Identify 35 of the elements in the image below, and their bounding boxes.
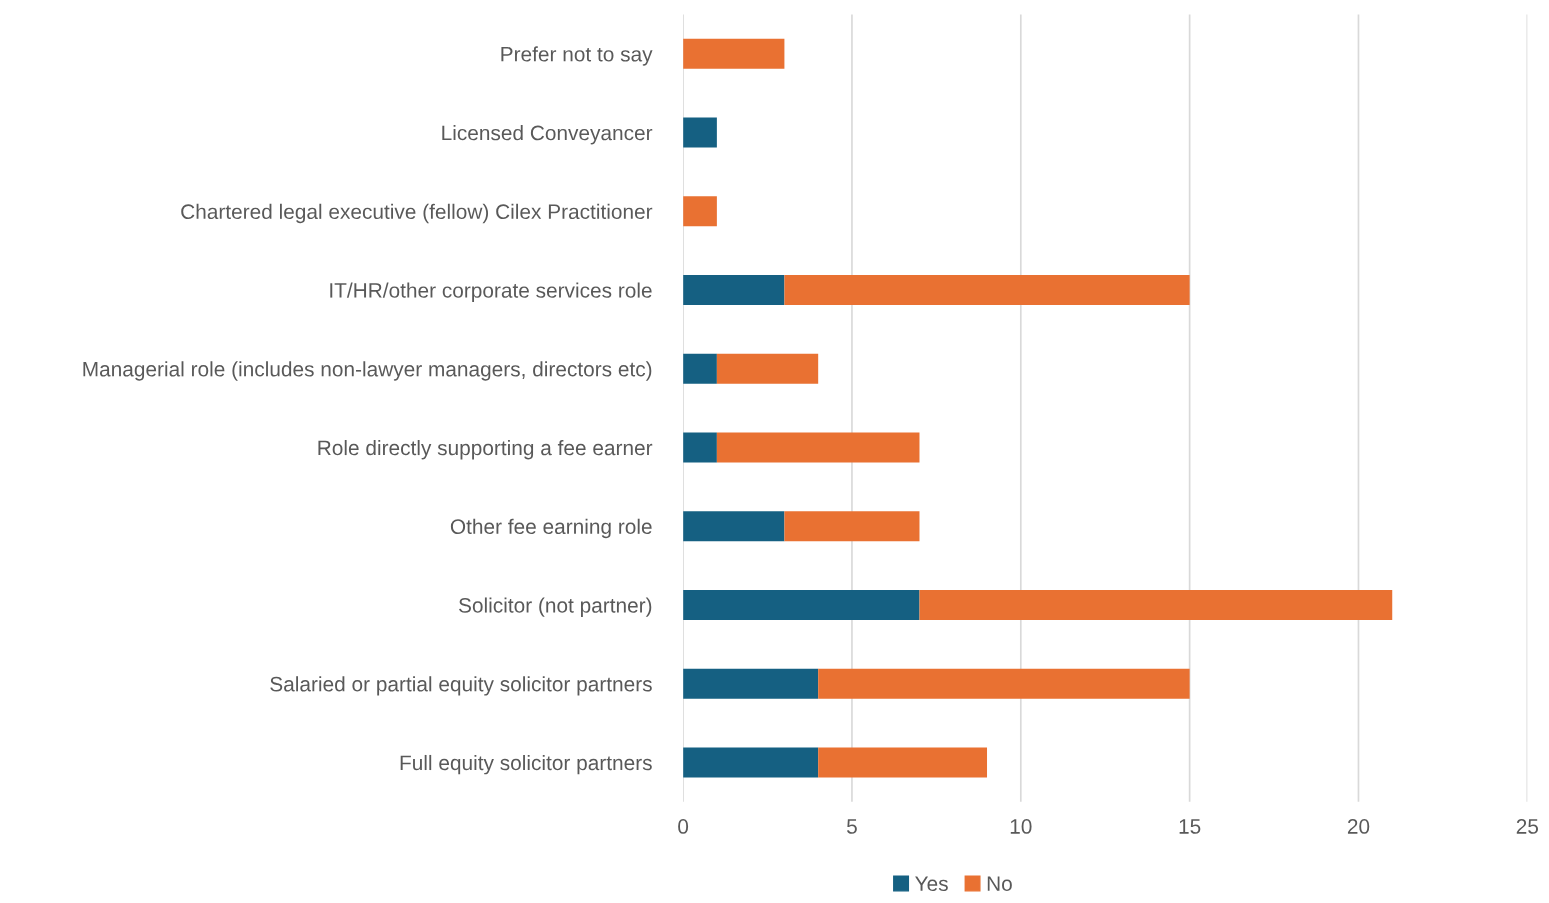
bar: [919, 590, 1393, 620]
bar: [683, 668, 819, 699]
x-tick-label: 25: [1516, 819, 1539, 834]
bar: [683, 511, 785, 542]
y-tick-label: Managerial role (includes non-lawyer managers, directors etc): [83, 361, 652, 381]
bar: [683, 117, 717, 148]
bar: [683, 747, 819, 778]
y-tick-label: Prefer not to say: [501, 46, 653, 66]
legend-label: No: [987, 876, 1012, 892]
x-tick-label: 0: [678, 819, 689, 834]
bar: [818, 747, 988, 778]
x-tick-label: 15: [1179, 819, 1201, 834]
bar: [716, 353, 819, 384]
y-tick-label: Salaried or partial equity solicitor partners: [270, 676, 652, 696]
bar: [818, 668, 1190, 699]
bar: [683, 275, 785, 305]
y-tick-label: Solicitor (not partner): [459, 597, 652, 617]
bar: [784, 275, 1190, 305]
bar: [784, 511, 920, 542]
y-tick-label: Chartered legal executive (fellow) Cilex Practitioner: [181, 203, 653, 224]
bar: [683, 38, 785, 69]
x-tick-label: 10: [1010, 819, 1032, 834]
y-tick-label: Role directly supporting a fee earner: [318, 439, 653, 460]
legend-label: Yes: [915, 876, 948, 892]
x-tick-label: 5: [846, 819, 857, 834]
y-tick-label: Other fee earning role: [450, 518, 652, 539]
y-tick-label: Full equity solicitor partners: [400, 754, 652, 775]
bar: [683, 432, 717, 463]
bar: [716, 432, 920, 463]
y-tick-label: IT/HR/other corporate services role: [330, 282, 652, 302]
bar: [683, 353, 717, 384]
x-tick-label: 20: [1347, 819, 1370, 834]
y-tick-label: Licensed Conveyancer: [442, 125, 653, 145]
bar: [683, 196, 717, 227]
bar: [683, 590, 920, 620]
